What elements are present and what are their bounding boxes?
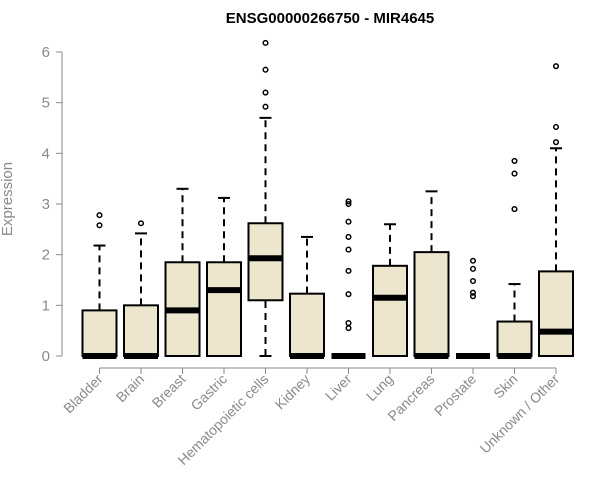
outlier-point bbox=[552, 123, 560, 131]
y-tick-label: 3 bbox=[42, 196, 50, 213]
outlier-point bbox=[137, 220, 145, 227]
outlier-point bbox=[552, 139, 560, 146]
plot-area bbox=[81, 39, 574, 359]
box bbox=[413, 251, 450, 357]
x-tick-label: Unknown / Other bbox=[477, 371, 563, 457]
box bbox=[372, 264, 408, 357]
chart-title: ENSG00000266750 - MIR4645 bbox=[226, 10, 434, 27]
y-axis: 0 1 2 3 4 5 6 bbox=[42, 44, 63, 365]
box bbox=[123, 304, 159, 358]
box-group bbox=[538, 63, 574, 357]
x-tick-label: Kidney bbox=[272, 371, 314, 413]
outlier-point bbox=[345, 198, 352, 205]
box bbox=[247, 222, 284, 302]
y-tick-label: 1 bbox=[42, 297, 50, 314]
y-tick-label: 0 bbox=[42, 348, 50, 365]
box-group bbox=[331, 198, 366, 359]
x-tick-label: Liver bbox=[322, 371, 355, 404]
outlier-point bbox=[469, 265, 477, 272]
outlier-point bbox=[469, 289, 477, 296]
outlier-point bbox=[262, 66, 269, 73]
box-group bbox=[456, 257, 490, 359]
outlier-point bbox=[345, 291, 352, 298]
outlier-point bbox=[511, 170, 518, 177]
x-tick-label: Brain bbox=[113, 371, 147, 405]
outlier-point bbox=[469, 257, 477, 264]
y-tick-label: 2 bbox=[42, 247, 50, 264]
box-group bbox=[413, 190, 450, 359]
outlier-point bbox=[345, 246, 352, 253]
y-tick-label: 4 bbox=[42, 145, 50, 162]
box-group bbox=[247, 39, 284, 357]
outlier-point bbox=[511, 206, 518, 213]
outlier-point bbox=[345, 200, 352, 208]
box-group bbox=[289, 235, 325, 359]
box bbox=[206, 261, 242, 357]
box bbox=[496, 320, 533, 357]
outlier-point bbox=[345, 233, 352, 240]
box-group bbox=[206, 196, 242, 357]
outlier-point bbox=[469, 277, 477, 285]
outlier-point bbox=[96, 222, 103, 229]
y-tick-label: 5 bbox=[42, 95, 50, 112]
y-axis-label: Expression bbox=[0, 162, 16, 236]
outlier-point bbox=[552, 63, 560, 70]
outlier-point bbox=[262, 39, 269, 46]
box bbox=[81, 309, 118, 357]
outlier-point bbox=[345, 320, 352, 327]
outlier-point bbox=[345, 267, 352, 274]
outlier-point bbox=[96, 212, 103, 219]
x-tick-label: Skin bbox=[490, 371, 521, 402]
outlier-point bbox=[262, 89, 269, 96]
box bbox=[538, 270, 574, 357]
outlier-point bbox=[511, 157, 518, 164]
box-group bbox=[81, 212, 118, 359]
box bbox=[289, 292, 325, 357]
outlier-point bbox=[469, 293, 477, 300]
box-group bbox=[164, 187, 201, 357]
x-tick-label: Lung bbox=[363, 371, 396, 404]
box-group bbox=[496, 157, 533, 359]
x-tick-label: Breast bbox=[149, 371, 189, 411]
x-tick-label: Bladder bbox=[60, 371, 106, 417]
x-tick-label: Prostate bbox=[431, 371, 479, 419]
y-tick-label: 6 bbox=[42, 44, 50, 61]
outlier-point bbox=[345, 325, 352, 332]
box-group bbox=[123, 220, 159, 359]
outlier-point bbox=[345, 218, 352, 225]
box-group bbox=[372, 223, 408, 357]
outlier-point bbox=[262, 103, 269, 110]
